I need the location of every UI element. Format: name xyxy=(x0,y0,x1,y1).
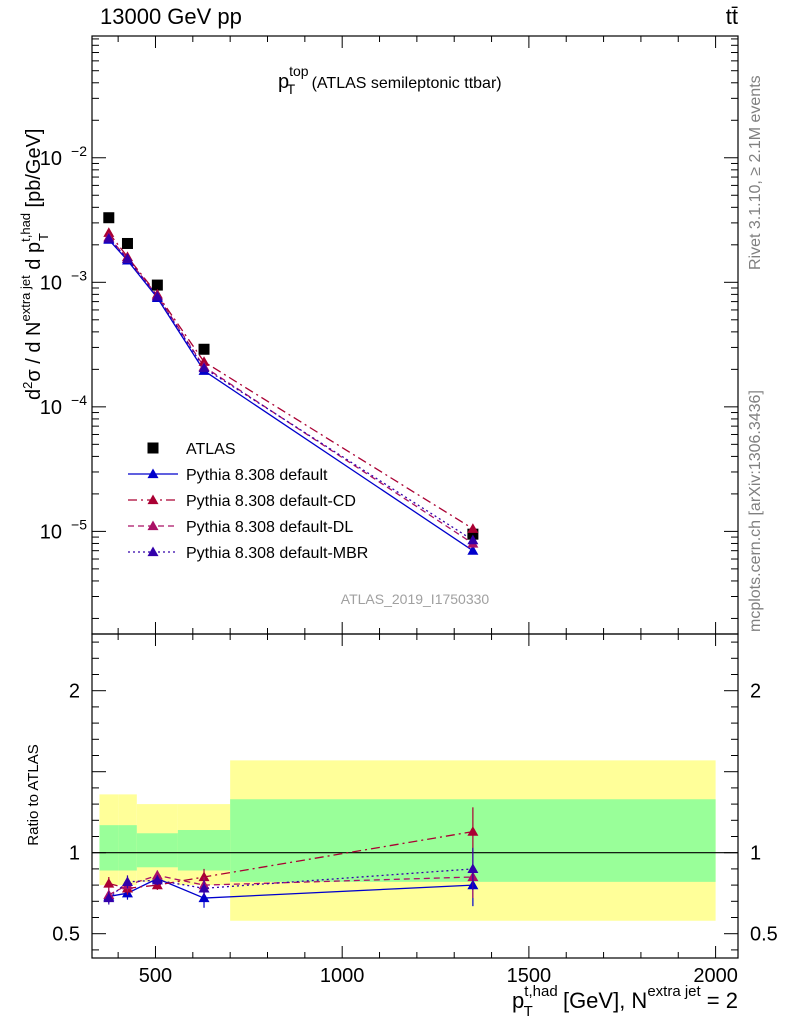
data-point-s4-4 xyxy=(467,534,479,545)
main-ylabel: d2σ / d Nextra jet d pt,had T [pb/GeV] xyxy=(18,129,51,400)
x-tick-label-1: 1000 xyxy=(320,965,365,987)
legend-marker-3 xyxy=(147,520,159,531)
data-point-s4-2 xyxy=(151,290,163,301)
y-tick-label-1: 10 xyxy=(40,397,62,419)
mcplots-label: mcplots.cern.ch [arXiv:1306.3436] xyxy=(747,390,764,632)
ratio-point-1-4 xyxy=(467,826,479,836)
legend-marker-2 xyxy=(147,494,159,505)
ratio-frame xyxy=(91,633,739,959)
ratio-y-tick-label-right-2: 2 xyxy=(750,681,761,703)
data-point-s2-4 xyxy=(467,523,479,533)
ratio-y-tick-label-left-1: 1 xyxy=(69,843,80,865)
main-panel: 10 −5 10 −4 10 −3 10 −2 xyxy=(40,35,739,635)
uncertainty-band-green-1 xyxy=(118,825,137,871)
data-point-s4-3 xyxy=(198,362,210,373)
y-tick-exponent-0: −5 xyxy=(71,516,87,532)
main-title: ptop T (ATLAS semileptonic ttbar) xyxy=(278,63,502,97)
y-tick-exponent-1: −4 xyxy=(71,392,87,408)
legend-label-4: Pythia 8.308 default-MBR xyxy=(186,545,368,562)
legend-marker-0 xyxy=(147,442,159,454)
data-point-s4-1 xyxy=(121,253,133,263)
ratio-point-3-0 xyxy=(103,892,115,903)
y-tick-exponent-2: −3 xyxy=(71,267,87,283)
legend-label-0: ATLAS xyxy=(186,441,236,458)
legend-marker-4 xyxy=(147,546,159,557)
rivet-label: Rivet 3.1.10, ≥ 2.1M events xyxy=(747,75,764,270)
uncertainty-band-green-3 xyxy=(177,830,231,871)
data-point-atlas-0 xyxy=(103,212,115,224)
ratio-point-3-4 xyxy=(467,863,479,874)
ratio-y-tick-label-left-0: 0.5 xyxy=(52,924,80,946)
data-point-atlas-2 xyxy=(151,279,163,291)
ratio-point-3-3 xyxy=(198,882,210,893)
legend-label-2: Pythia 8.308 default-CD xyxy=(186,493,356,510)
y-tick-label-2: 10 xyxy=(40,272,62,294)
legend-marker-1 xyxy=(147,468,159,479)
x-tick-label-3: 2000 xyxy=(693,965,738,987)
ratio-y-tick-label-right-1: 1 xyxy=(750,843,761,865)
y-tick-label-0: 10 xyxy=(40,521,62,543)
ratio-panel: 500 1000 1500 2000 0.5 0.5 1 1 2 2 xyxy=(52,633,778,987)
legend: ATLAS Pythia 8.308 default Pythia 8.308 de… xyxy=(128,441,368,562)
analysis-watermark: ATLAS_2019_I1750330 xyxy=(341,591,490,607)
data-point-s2-3 xyxy=(198,356,210,366)
y-tick-exponent-3: −2 xyxy=(71,143,87,159)
main-title-sub: T xyxy=(287,81,296,97)
main-title-rest: (ATLAS semileptonic ttbar) xyxy=(307,75,501,92)
data-point-s4-0 xyxy=(103,232,115,243)
ratio-point-1-3 xyxy=(198,871,210,882)
uncertainty-band-green-2 xyxy=(136,833,178,868)
ratio-point-2-2 xyxy=(151,869,163,880)
x-tick-label-2: 1500 xyxy=(507,965,552,987)
legend-label-3: Pythia 8.308 default-DL xyxy=(186,519,353,536)
data-point-atlas-3 xyxy=(198,343,210,355)
ratio-ylabel: Ratio to ATLAS xyxy=(25,744,42,845)
uncertainty-band-green-0 xyxy=(99,825,119,871)
ratio-y-tick-label-right-0: 0.5 xyxy=(750,924,778,946)
ratio-point-1-0 xyxy=(103,877,115,888)
data-point-atlas-1 xyxy=(121,237,133,249)
y-tick-label-3: 10 xyxy=(40,148,62,170)
ratio-line-3 xyxy=(108,868,473,899)
legend-label-1: Pythia 8.308 default xyxy=(186,467,328,484)
ratio-y-tick-label-left-2: 2 xyxy=(69,681,80,703)
data-point-s1-4 xyxy=(467,545,479,555)
ratio-point-3-1 xyxy=(121,876,133,886)
main-title-p: p xyxy=(278,71,289,93)
final-state-label: tt̄ xyxy=(726,4,738,29)
ratio-point-0-3 xyxy=(198,892,210,903)
ratio-point-3-2 xyxy=(151,874,163,885)
ratio-xlabel: pt,had T [GeV], Nextra jet = 2 xyxy=(512,983,738,1020)
x-tick-label-0: 500 xyxy=(139,965,172,987)
process-label: 13000 GeV pp xyxy=(100,4,242,29)
main-title-sup: top xyxy=(289,63,309,79)
data-point-atlas-4 xyxy=(467,528,479,540)
